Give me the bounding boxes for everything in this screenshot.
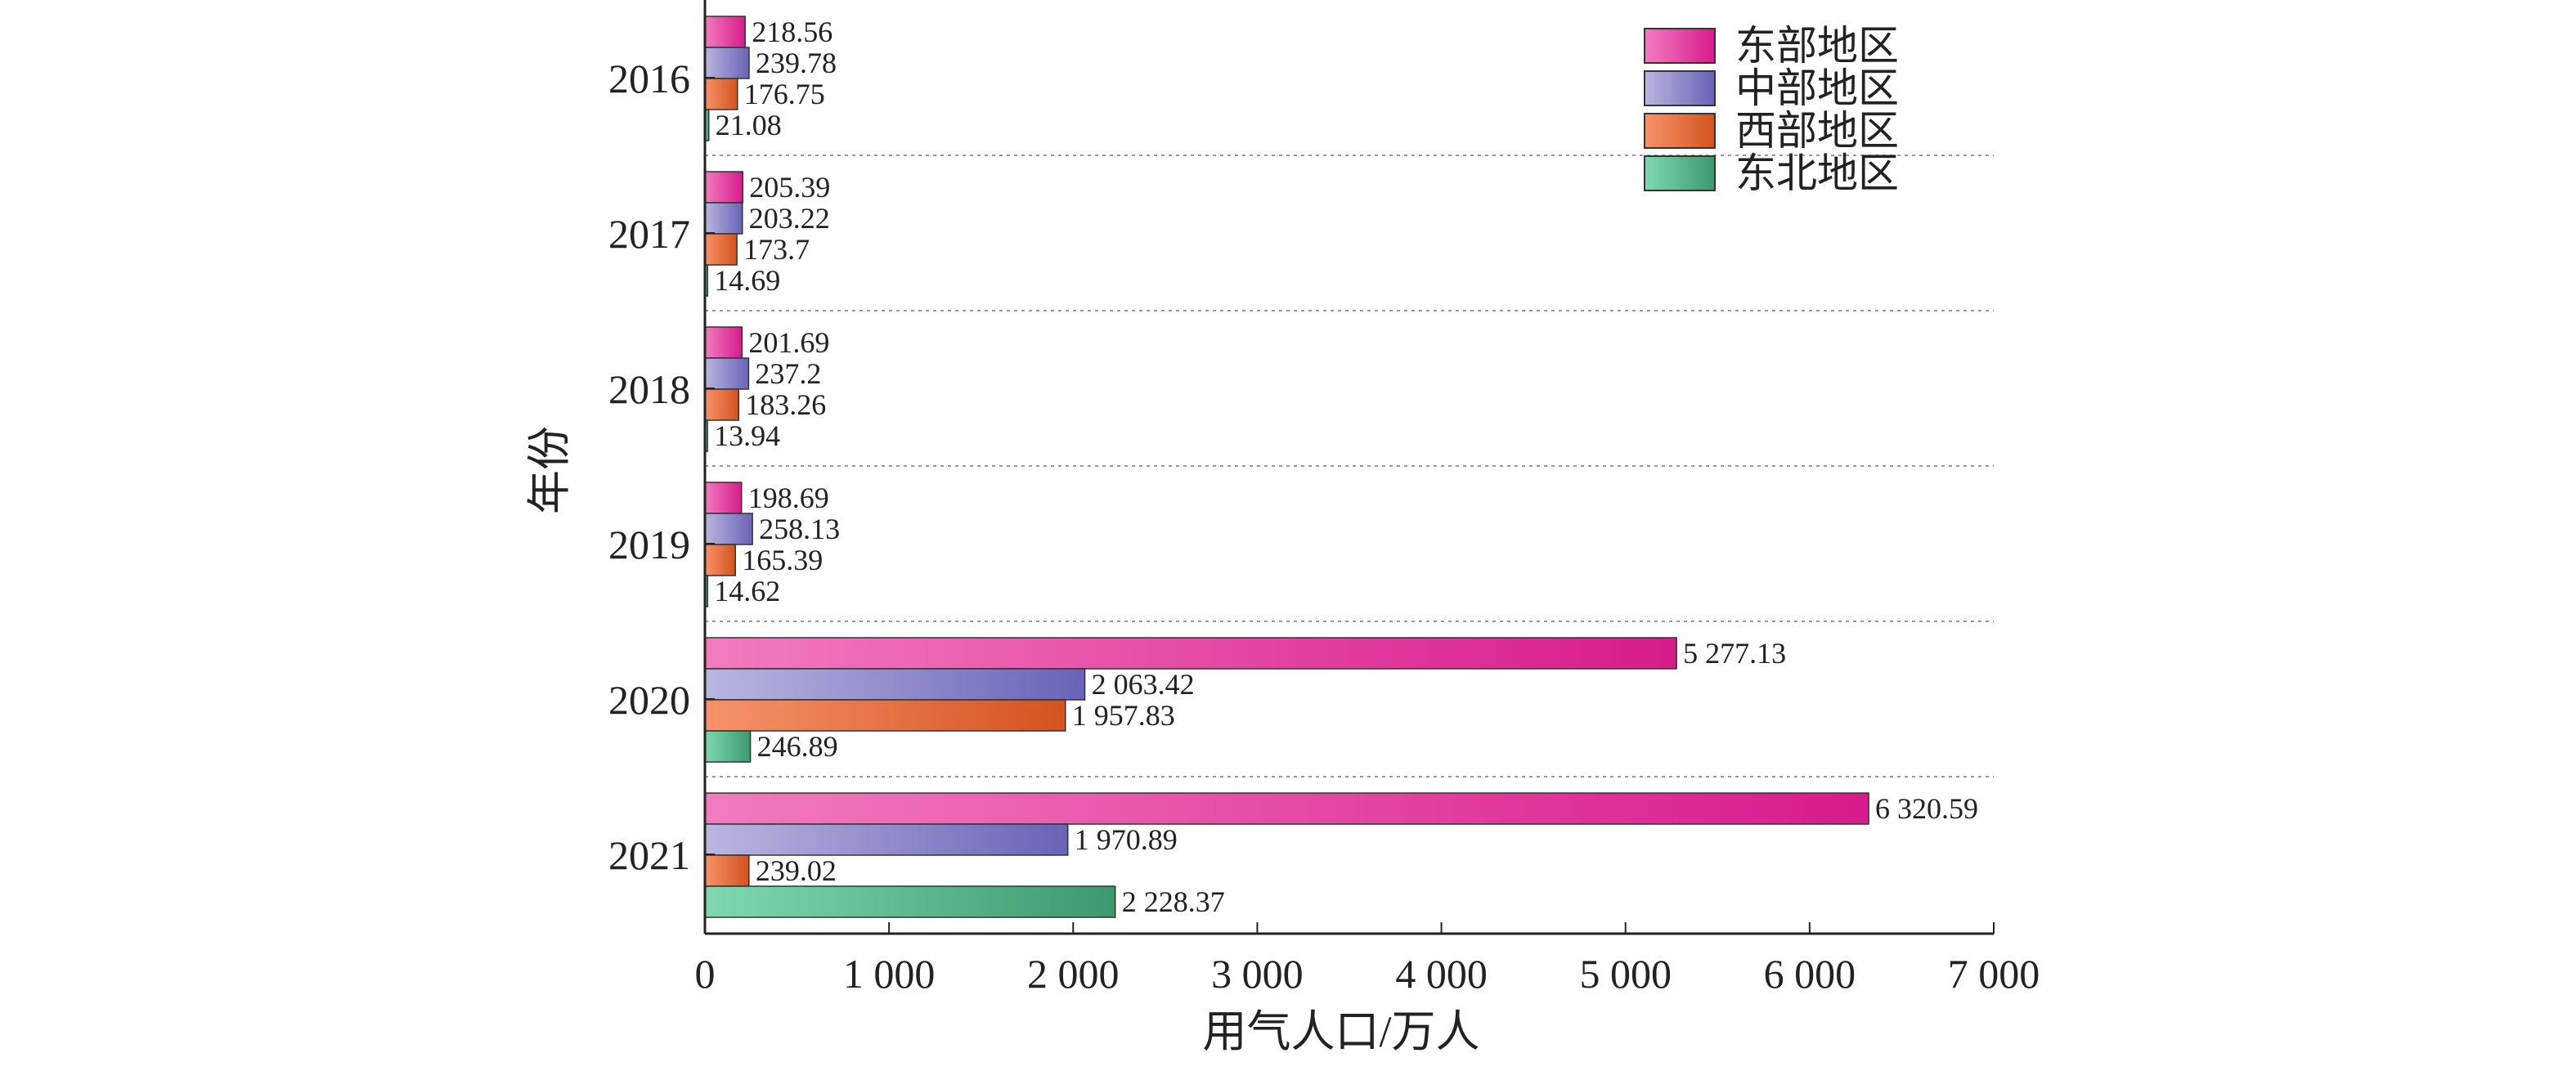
y-tick-label-2017: 2017 (608, 211, 690, 257)
bar-east-2018 (704, 326, 743, 359)
legend-item-west: 西部地区 (1644, 110, 1899, 152)
data-label-northeast-2017: 14.69 (714, 264, 780, 297)
y-tick-label-2016: 2016 (608, 56, 690, 101)
data-label-northeast-2020: 246.89 (757, 730, 838, 763)
bar-central-2020 (704, 668, 1086, 701)
data-label-central-2019: 258.13 (759, 513, 840, 545)
data-label-east-2021: 6 320.59 (1875, 792, 1978, 825)
x-tick-label-0: 0 (695, 951, 716, 997)
bar-central-2016 (704, 47, 750, 79)
y-tick-label-2020: 2020 (608, 677, 690, 723)
data-label-central-2016: 239.78 (756, 47, 837, 79)
data-label-west-2021: 239.02 (756, 854, 837, 887)
bar-east-2021 (704, 792, 1869, 825)
data-label-east-2016: 218.56 (752, 16, 832, 48)
legend-label-west: 西部地区 (1735, 107, 1899, 155)
data-label-west-2016: 176.75 (744, 78, 825, 110)
bar-west-2016 (704, 78, 738, 110)
bar-west-2020 (704, 699, 1066, 732)
bar-east-2020 (704, 637, 1677, 670)
bar-east-2019 (704, 482, 743, 514)
legend-swatch-west (1644, 113, 1716, 149)
x-tick-label-1000: 1 000 (843, 951, 936, 997)
data-label-west-2020: 1 957.83 (1072, 699, 1175, 732)
bar-west-2021 (704, 854, 750, 887)
x-tick-label-2000: 2 000 (1027, 951, 1120, 997)
legend-item-central: 中部地区 (1644, 67, 1899, 110)
x-tick-label-6000: 6 000 (1764, 951, 1856, 997)
legend-item-northeast: 东北地区 (1644, 152, 1899, 195)
bar-central-2019 (704, 513, 753, 545)
data-label-central-2017: 203.22 (749, 202, 830, 235)
y-tick-label-2021: 2021 (608, 832, 690, 878)
legend-item-east: 东部地区 (1644, 25, 1899, 67)
data-label-east-2018: 201.69 (748, 326, 829, 359)
legend-label-east: 东部地区 (1735, 22, 1899, 69)
x-tick-label-7000: 7 000 (1948, 951, 2040, 997)
data-label-northeast-2016: 21.08 (716, 109, 782, 141)
data-label-east-2017: 205.39 (749, 171, 830, 204)
y-axis-title: 年份 (525, 426, 574, 514)
y-tick-label-2018: 2018 (608, 366, 690, 412)
legend-swatch-central (1644, 70, 1716, 106)
x-tick-label-4000: 4 000 (1395, 951, 1488, 997)
data-label-northeast-2021: 2 228.37 (1122, 885, 1225, 918)
bar-east-2016 (704, 16, 746, 48)
data-label-west-2019: 165.39 (742, 544, 823, 576)
legend-swatch-east (1644, 28, 1716, 64)
legend-label-central: 中部地区 (1735, 65, 1899, 112)
x-axis-title: 用气人口/万人 (1202, 1007, 1479, 1056)
y-tick-label-2019: 2019 (608, 522, 690, 567)
bar-central-2021 (704, 823, 1069, 856)
data-label-northeast-2019: 14.62 (714, 575, 780, 607)
legend: 东部地区 中部地区 西部地区 东北地区 (1644, 25, 1899, 195)
data-label-central-2021: 1 970.89 (1075, 823, 1178, 856)
data-label-east-2019: 198.69 (748, 482, 829, 514)
bar-northeast-2020 (704, 730, 752, 763)
legend-swatch-northeast (1644, 155, 1716, 191)
bar-central-2018 (704, 357, 750, 390)
bar-west-2019 (704, 544, 736, 576)
data-label-northeast-2018: 13.94 (714, 419, 780, 452)
bar-east-2017 (704, 171, 743, 204)
bar-central-2017 (704, 202, 743, 235)
bar-west-2018 (704, 388, 740, 421)
data-label-central-2018: 237.2 (755, 357, 821, 390)
data-label-west-2018: 183.26 (745, 388, 826, 421)
x-tick-label-3000: 3 000 (1211, 951, 1304, 997)
bar-west-2017 (704, 233, 738, 266)
data-label-west-2017: 173.7 (743, 233, 810, 266)
data-label-central-2020: 2 063.42 (1092, 668, 1195, 701)
legend-label-northeast: 东北地区 (1735, 150, 1899, 197)
bar-northeast-2021 (704, 885, 1116, 918)
x-tick-label-5000: 5 000 (1579, 951, 1672, 997)
data-label-east-2020: 5 277.13 (1683, 637, 1786, 670)
